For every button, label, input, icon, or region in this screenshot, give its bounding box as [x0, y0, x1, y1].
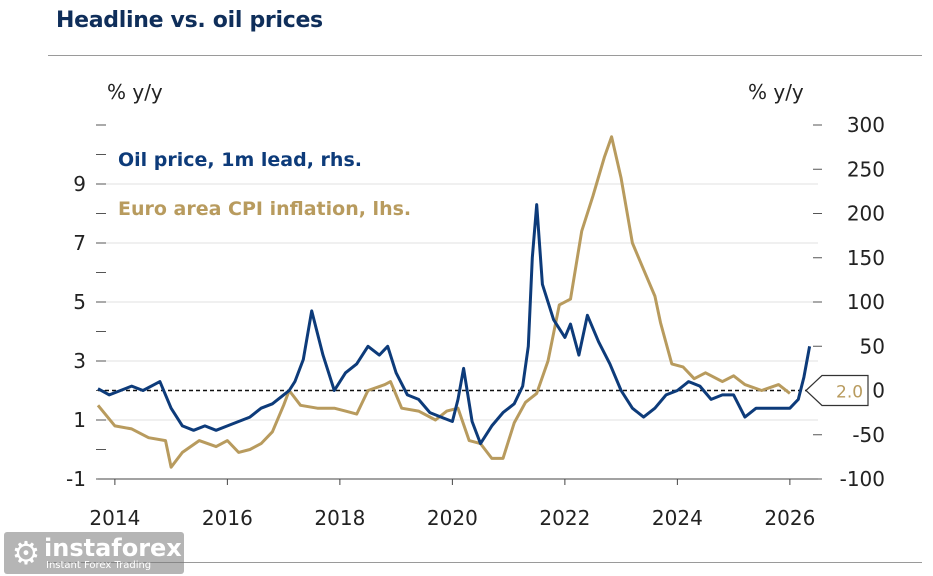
left-tick-label: -1 [66, 467, 86, 491]
series-line-cpi [96, 135, 791, 469]
left-axis-label: % y/y [107, 80, 163, 104]
x-tick-label: 2026 [764, 506, 815, 530]
left-tick-label: 1 [73, 408, 86, 432]
left-tick-label: 3 [73, 349, 86, 373]
gear-icon: ⚙ [11, 534, 41, 572]
right-tick-label: 250 [847, 157, 885, 181]
right-tick-label: -50 [852, 423, 885, 447]
right-tick-label: -100 [840, 467, 885, 491]
reference-label: 2.0 [836, 383, 863, 403]
legend-cpi: Euro area CPI inflation, lhs. [118, 198, 411, 220]
watermark-logo: ⚙ instaforex Instant Forex Trading [4, 532, 184, 574]
x-tick-label: 2022 [539, 506, 590, 530]
left-tick-label: 5 [73, 290, 86, 314]
x-axis: 2014 2016 2018 2020 2022 2024 2026 [89, 479, 815, 530]
right-tick-label: 300 [847, 113, 885, 137]
x-tick-label: 2024 [652, 506, 703, 530]
x-tick-label: 2018 [314, 506, 365, 530]
right-tick-label: 0 [872, 379, 885, 403]
left-tick-label: 7 [73, 231, 86, 255]
right-tick-label: 200 [847, 202, 885, 226]
left-tick-label: 9 [73, 172, 86, 196]
x-tick-label: 2014 [89, 506, 140, 530]
legend-oil: Oil price, 1m lead, rhs. [118, 149, 362, 171]
logo-tagline: Instant Forex Trading [46, 560, 152, 571]
x-tick-label: 2020 [427, 506, 478, 530]
chart-title: Headline vs. oil prices [56, 8, 323, 33]
right-axis-label: % y/y [748, 80, 804, 104]
top-divider [48, 55, 922, 56]
x-tick-label: 2016 [202, 506, 253, 530]
gridlines [106, 183, 818, 480]
series-line-oil [97, 203, 812, 446]
right-axis: -100 -50 0 50 100 150 200 250 300 [813, 113, 885, 491]
reference-label-callout [805, 374, 869, 407]
left-axis: -1 1 3 5 7 9 [66, 124, 106, 491]
right-tick-label: 100 [847, 290, 885, 314]
right-tick-label: 150 [847, 246, 885, 270]
right-tick-label: 50 [860, 334, 885, 358]
logo-name: instaforex [44, 534, 182, 562]
bottom-divider [48, 562, 922, 563]
